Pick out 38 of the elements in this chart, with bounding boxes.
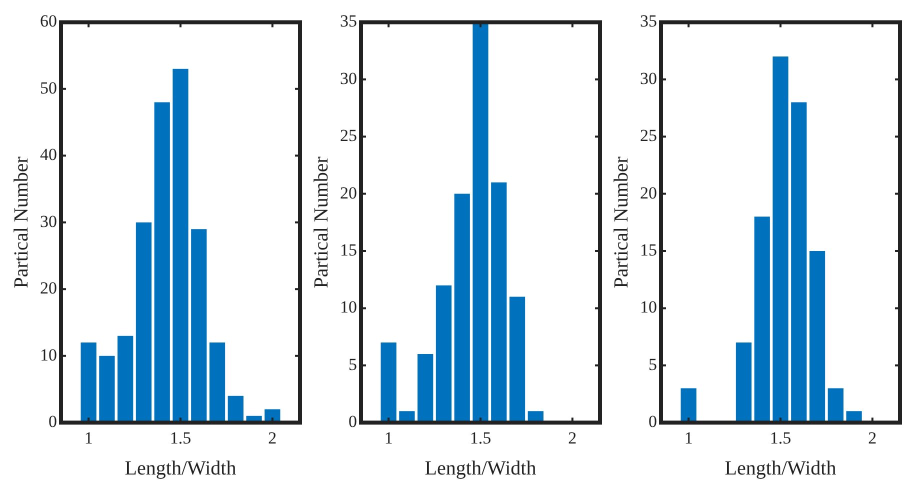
x-tick-label: 1.5 — [470, 428, 492, 448]
y-tick-label: 20 — [40, 278, 57, 298]
y-tick-label: 35 — [640, 12, 657, 31]
y-axis-title: Partical Number — [610, 156, 632, 288]
y-tick-label: 0 — [648, 412, 657, 432]
y-axis-title: Partical Number — [310, 156, 332, 288]
y-tick-label: 30 — [40, 212, 57, 231]
y-tick-label: 15 — [340, 240, 357, 260]
x-tick-label: 1 — [384, 428, 393, 448]
x-tick-label: 1.5 — [170, 428, 192, 448]
y-tick-label: 10 — [640, 298, 657, 317]
y-tick-label: 20 — [640, 183, 657, 202]
x-axis-title: Length/Width — [124, 457, 236, 480]
y-tick-label: 40 — [40, 145, 57, 164]
y-tick-label: 5 — [648, 354, 657, 374]
y-tick-label: 5 — [348, 354, 357, 374]
x-axis-title: Length/Width — [724, 457, 836, 480]
y-tick-label: 30 — [640, 68, 657, 88]
y-tick-label: 25 — [640, 126, 657, 146]
y-tick-label: 10 — [340, 298, 357, 317]
y-tick-label: 25 — [340, 126, 357, 146]
x-tick-label: 2 — [268, 428, 277, 448]
y-tick-label: 20 — [340, 183, 357, 202]
x-tick-label: 1 — [684, 428, 693, 448]
y-tick-label: 10 — [40, 345, 57, 364]
y-tick-label: 60 — [40, 12, 57, 31]
x-tick-label: 1.5 — [770, 428, 792, 448]
x-tick-label: 2 — [568, 428, 577, 448]
x-tick-label: 2 — [868, 428, 877, 448]
y-tick-label: 30 — [340, 68, 357, 88]
y-tick-label: 0 — [348, 412, 357, 432]
y-axis-title: Partical Number — [10, 156, 32, 288]
x-axis-title: Length/Width — [424, 457, 536, 480]
x-tick-label: 1 — [84, 428, 93, 448]
y-tick-label: 35 — [340, 12, 357, 31]
y-tick-label: 50 — [40, 78, 57, 98]
y-tick-label: 15 — [640, 240, 657, 260]
y-tick-label: 0 — [48, 412, 57, 432]
